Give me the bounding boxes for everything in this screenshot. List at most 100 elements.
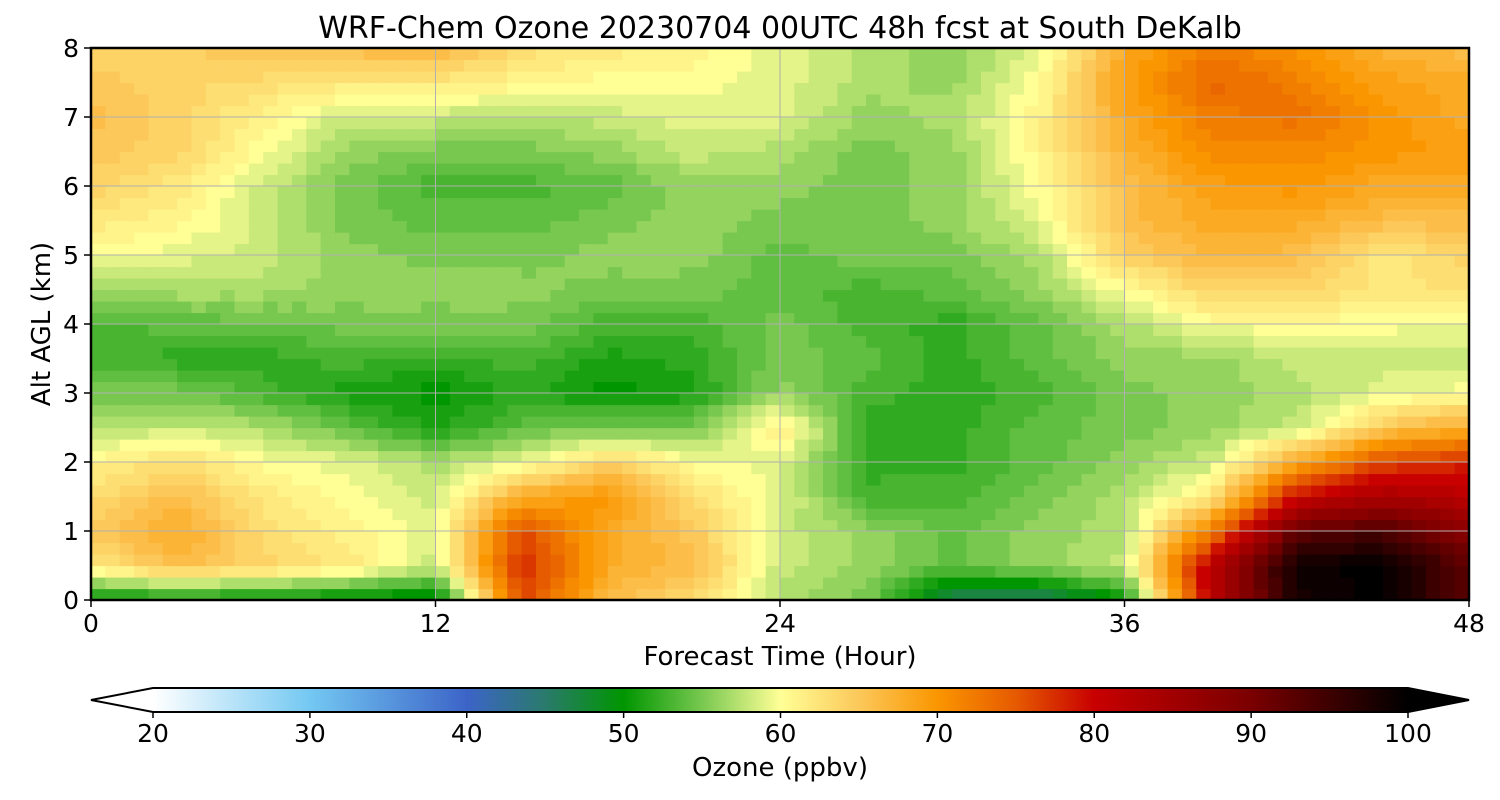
heatmap-cell — [464, 335, 480, 348]
heatmap-cell — [335, 301, 350, 314]
heatmap-cell — [205, 82, 221, 95]
heatmap-cell — [1425, 542, 1441, 555]
heatmap-cell — [378, 450, 394, 463]
heatmap-cell — [679, 186, 695, 199]
heatmap-cell — [550, 462, 566, 475]
heatmap-cell — [966, 335, 982, 348]
heatmap-cell — [220, 312, 236, 325]
heatmap-cell — [909, 542, 925, 555]
heatmap-cell — [248, 82, 264, 95]
heatmap-cell — [736, 48, 752, 61]
heatmap-cell — [966, 71, 982, 84]
heatmap-cell — [1239, 462, 1255, 475]
heatmap-cell — [607, 324, 623, 337]
heatmap-cell — [708, 266, 724, 279]
heatmap-cell — [248, 243, 264, 256]
heatmap-cell — [291, 94, 307, 107]
heatmap-cell — [1253, 301, 1269, 314]
heatmap-cell — [177, 48, 193, 61]
heatmap-cell — [808, 151, 824, 164]
heatmap-cell — [1411, 439, 1427, 452]
heatmap-cell — [1382, 128, 1398, 141]
heatmap-cell — [91, 370, 106, 383]
heatmap-cell — [1009, 301, 1025, 314]
heatmap-cell — [478, 82, 494, 95]
heatmap-cell — [1397, 209, 1413, 222]
heatmap-cell — [535, 151, 551, 164]
heatmap-cell — [794, 289, 810, 302]
heatmap-cell — [866, 565, 882, 578]
heatmap-cell — [134, 243, 150, 256]
heatmap-cell — [1124, 335, 1140, 348]
heatmap-cell — [1024, 381, 1039, 394]
heatmap-cell — [291, 174, 307, 187]
heatmap-cell — [535, 439, 551, 452]
heatmap-cell — [1440, 232, 1456, 245]
heatmap-cell — [736, 71, 752, 84]
heatmap-cell — [1095, 347, 1111, 360]
heatmap-cell — [306, 71, 322, 84]
heatmap-cell — [808, 416, 824, 429]
heatmap-cell — [1110, 542, 1126, 555]
heatmap-cell — [1411, 59, 1427, 72]
heatmap-cell — [1081, 554, 1097, 567]
heatmap-cell — [1110, 209, 1126, 222]
heatmap-cell — [1397, 278, 1413, 291]
heatmap-cell — [880, 519, 896, 532]
heatmap-cell — [1296, 278, 1312, 291]
heatmap-cell — [751, 588, 767, 601]
heatmap-cell — [579, 128, 594, 141]
heatmap-cell — [1368, 151, 1384, 164]
heatmap-cell — [320, 496, 336, 509]
heatmap-cell — [1210, 542, 1226, 555]
heatmap-cell — [593, 232, 609, 245]
heatmap-cell — [679, 496, 695, 509]
heatmap-cell — [952, 381, 968, 394]
heatmap-cell — [1253, 347, 1269, 360]
heatmap-cell — [923, 71, 939, 84]
heatmap-cell — [1009, 554, 1025, 567]
heatmap-cell — [1024, 266, 1039, 279]
heatmap-cell — [421, 232, 437, 245]
heatmap-cell — [679, 393, 695, 406]
heatmap-cell — [708, 381, 724, 394]
heatmap-cell — [406, 450, 422, 463]
heatmap-cell — [765, 301, 781, 314]
heatmap-cell — [751, 186, 767, 199]
heatmap-cell — [593, 381, 609, 394]
heatmap-cell — [722, 531, 738, 544]
heatmap-cell — [478, 94, 494, 107]
heatmap-cell — [1067, 94, 1083, 107]
heatmap-cell — [162, 381, 178, 394]
heatmap-cell — [162, 128, 178, 141]
heatmap-cell — [1354, 128, 1370, 141]
heatmap-cell — [1325, 519, 1341, 532]
heatmap-cell — [909, 140, 925, 153]
heatmap-cell — [909, 186, 925, 199]
heatmap-cell — [191, 197, 207, 210]
heatmap-cell — [923, 496, 939, 509]
heatmap-cell — [952, 462, 968, 475]
heatmap-cell — [579, 554, 594, 567]
heatmap-cell — [880, 197, 896, 210]
heatmap-cell — [291, 519, 307, 532]
heatmap-cell — [650, 209, 666, 222]
heatmap-cell — [880, 243, 896, 256]
heatmap-cell — [708, 278, 724, 291]
heatmap-cell — [1181, 174, 1197, 187]
heatmap-cell — [535, 393, 551, 406]
heatmap-cell — [636, 416, 652, 429]
heatmap-cell — [1167, 519, 1183, 532]
heatmap-cell — [751, 416, 767, 429]
heatmap-cell — [1110, 289, 1126, 302]
heatmap-cell — [205, 473, 221, 486]
heatmap-cell — [980, 163, 996, 176]
heatmap-cell — [794, 59, 810, 72]
heatmap-cell — [1239, 370, 1255, 383]
heatmap-cell — [248, 588, 264, 601]
heatmap-cell — [650, 128, 666, 141]
heatmap-cell — [736, 519, 752, 532]
heatmap-cell — [105, 266, 121, 279]
heatmap-cell — [622, 117, 638, 130]
heatmap-cell — [794, 565, 810, 578]
